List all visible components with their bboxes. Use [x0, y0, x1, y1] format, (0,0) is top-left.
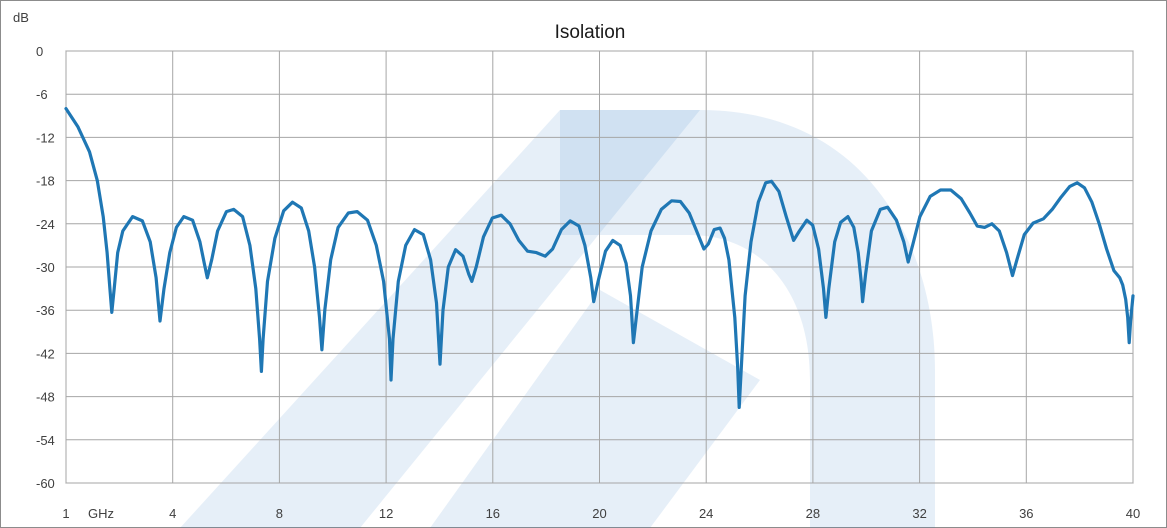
y-tick-label: -18: [36, 174, 55, 189]
x-tick-label: 40: [1126, 506, 1140, 521]
series-line-0: [64, 107, 1135, 409]
chart-title: Isolation: [555, 22, 626, 43]
y-tick-label: -12: [36, 130, 55, 145]
x-tick-label: 20: [592, 506, 606, 521]
y-tick-label: -54: [36, 433, 55, 448]
y-tick-label: -36: [36, 303, 55, 318]
x-tick-label: 12: [379, 506, 393, 521]
watermark-shape-1: [430, 290, 760, 528]
x-tick-labels: 1 4 8 12 16 20 24 28 32 36 40: [62, 506, 1140, 521]
x-tick-label: 24: [699, 506, 713, 521]
plot-grid: [65, 50, 1134, 484]
y-tick-label: -42: [36, 346, 55, 361]
y-tick-label: 0: [36, 44, 43, 59]
series-line-group: [64, 107, 1135, 409]
x-tick-label: 36: [1019, 506, 1033, 521]
y-tick-label: -48: [36, 390, 55, 405]
y-tick-label: -60: [36, 476, 55, 491]
x-tick-label: 28: [806, 506, 820, 521]
x-tick-label: 1: [62, 506, 69, 521]
x-axis-unit: GHz: [88, 506, 114, 521]
y-axis-label: dB: [13, 10, 29, 25]
y-tick-label: -30: [36, 260, 55, 275]
y-tick-labels: 0 -6 -12 -18 -24 -30 -36 -42 -48 -54 -60: [36, 44, 55, 491]
x-tick-label: 8: [276, 506, 283, 521]
watermark-shape-2: [180, 110, 700, 528]
x-tick-label: 16: [486, 506, 500, 521]
x-tick-label: 4: [169, 506, 176, 521]
y-tick-label: -6: [36, 87, 48, 102]
watermark-logo: [180, 110, 935, 528]
y-tick-label: -24: [36, 217, 55, 232]
x-tick-label: 32: [912, 506, 926, 521]
watermark-shape-0: [560, 110, 935, 528]
